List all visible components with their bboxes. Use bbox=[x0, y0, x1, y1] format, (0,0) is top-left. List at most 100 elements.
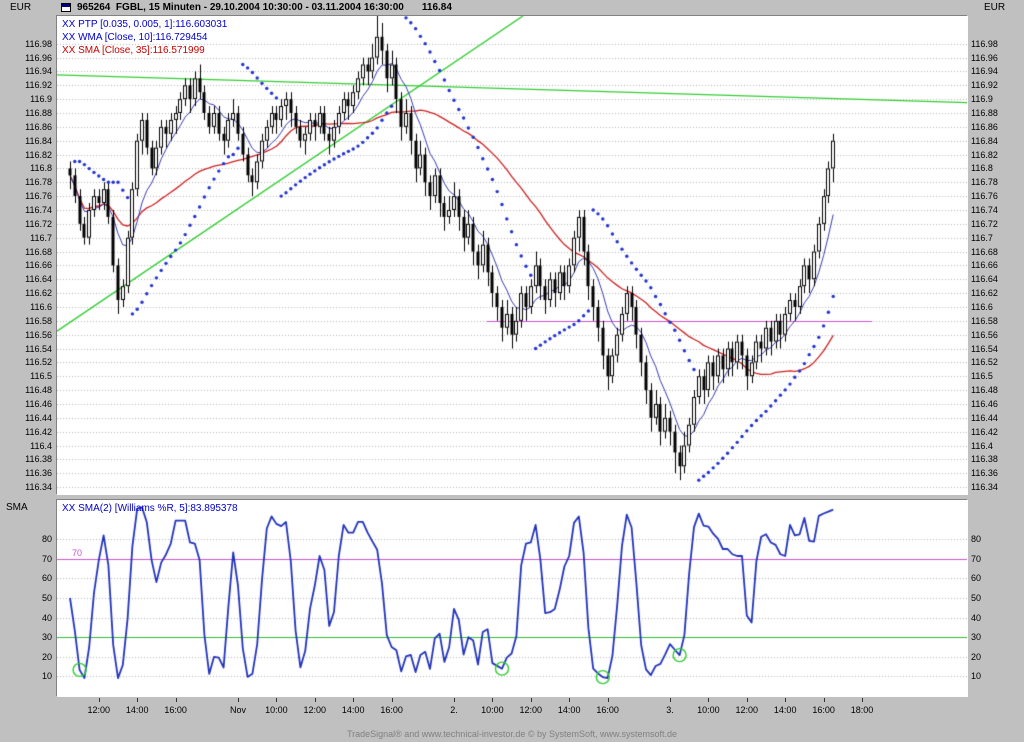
indicator-tick-label: 40 bbox=[971, 612, 982, 623]
time-axis-tick bbox=[530, 698, 532, 702]
price-tick-label: 116.36 bbox=[971, 468, 998, 479]
time-axis-label: 12:00 bbox=[87, 705, 111, 715]
price-tick-label: 116.4 bbox=[30, 440, 52, 451]
left-axis-title: EUR bbox=[10, 2, 32, 13]
main-chart-canvas[interactable] bbox=[57, 16, 967, 494]
price-tick-label: 116.72 bbox=[25, 218, 52, 229]
time-axis-tick bbox=[670, 698, 671, 702]
time-axis-tick bbox=[238, 698, 239, 702]
time-axis-tick bbox=[314, 698, 316, 702]
time-axis-tick bbox=[276, 698, 278, 702]
indicator-tick-label: 70 bbox=[971, 553, 982, 564]
indicator-tick-label: 70 bbox=[41, 553, 52, 564]
price-tick-label: 116.7 bbox=[30, 232, 52, 243]
title-group: 965264 FGBL, 15 Minuten - 29.10.2004 10:… bbox=[61, 1, 452, 14]
indicator-panel-title: SMA bbox=[6, 502, 28, 513]
time-axis-label: 16:00 bbox=[596, 705, 619, 715]
time-axis-tick bbox=[823, 698, 825, 702]
indicator-tick-label: 30 bbox=[971, 632, 982, 643]
price-axis-right: 116.98 116.96 116.94 116.92 116.9 116.88 116.8… bbox=[968, 16, 1024, 494]
price-tick-label: 116.58 bbox=[25, 315, 52, 326]
time-axis-tick bbox=[98, 698, 100, 702]
price-tick-label: 116.62 bbox=[25, 288, 52, 299]
price-tick-label: 116.48 bbox=[25, 385, 52, 396]
price-tick-label: 116.78 bbox=[25, 177, 52, 188]
price-tick-label: 116.42 bbox=[971, 426, 998, 437]
price-tick-label: 116.98 bbox=[971, 38, 998, 49]
time-axis-label: 10:00 bbox=[265, 705, 288, 715]
price-tick-label: 116.66 bbox=[971, 260, 998, 271]
price-tick-label: 116.8 bbox=[971, 163, 993, 174]
time-axis: 12:00 14:00 16:00 Nov 10:00 12:00 14:00 16:00 2.… bbox=[0, 697, 1024, 723]
footer-credits: TradeSignal® and www.technical-investor.… bbox=[346, 729, 678, 739]
chart-window-icon[interactable] bbox=[61, 3, 71, 12]
price-tick-label: 116.74 bbox=[971, 204, 998, 215]
price-tick-label: 116.96 bbox=[971, 52, 998, 63]
price-tick-label: 116.36 bbox=[25, 468, 52, 479]
indicator-tick-label: 50 bbox=[971, 593, 982, 603]
time-axis-tick bbox=[391, 698, 393, 702]
price-tick-label: 116.56 bbox=[25, 329, 52, 340]
price-tick-label: 116.68 bbox=[971, 246, 998, 257]
price-tick-label: 116.98 bbox=[25, 38, 52, 49]
last-price: 116.84 bbox=[421, 2, 452, 13]
price-tick-label: 116.78 bbox=[971, 177, 998, 188]
price-tick-label: 116.82 bbox=[971, 149, 998, 160]
price-tick-label: 116.72 bbox=[971, 218, 998, 229]
price-tick-label: 116.44 bbox=[971, 412, 998, 423]
window-header: EUR 965264 FGBL, 15 Minuten - 29.10.2004… bbox=[0, 0, 1024, 15]
right-axis-title: EUR bbox=[984, 2, 1006, 13]
indicator-label-sma[interactable]: XX SMA [Close, 35]:116.571999 bbox=[62, 45, 205, 56]
indicator-tick-label: 10 bbox=[41, 671, 52, 682]
time-axis-label: 10:00 bbox=[697, 705, 720, 715]
price-tick-label: 116.68 bbox=[25, 246, 52, 257]
time-axis-label: Nov bbox=[229, 705, 247, 715]
price-tick-label: 116.46 bbox=[971, 398, 998, 409]
price-tick-label: 116.52 bbox=[25, 357, 52, 368]
indicator-label-williams[interactable]: XX SMA(2) [Williams %R, 5]:83.895378 bbox=[62, 503, 238, 514]
price-tick-label: 116.44 bbox=[25, 412, 52, 423]
indicator-tick-label: 30 bbox=[41, 632, 52, 643]
time-axis-tick bbox=[454, 698, 455, 702]
price-tick-label: 116.4 bbox=[971, 440, 993, 451]
price-tick-label: 116.96 bbox=[25, 52, 52, 63]
time-axis-tick bbox=[569, 698, 571, 702]
price-tick-label: 116.62 bbox=[971, 288, 998, 299]
indicator-tick-label: 40 bbox=[41, 612, 52, 623]
time-axis-label: 14:00 bbox=[557, 705, 581, 715]
price-tick-label: 116.34 bbox=[25, 482, 52, 493]
price-tick-label: 116.42 bbox=[25, 426, 52, 437]
price-tick-label: 116.54 bbox=[25, 343, 52, 354]
price-tick-label: 116.9 bbox=[971, 94, 993, 105]
price-tick-label: 116.88 bbox=[25, 107, 52, 118]
time-axis-tick bbox=[785, 698, 787, 702]
price-tick-label: 116.6 bbox=[971, 301, 993, 312]
price-tick-label: 116.94 bbox=[25, 66, 52, 77]
indicator-chart-canvas[interactable] bbox=[57, 500, 967, 696]
price-tick-label: 116.84 bbox=[971, 135, 998, 146]
time-axis-label: 2. bbox=[450, 705, 458, 715]
time-axis-label: 14:00 bbox=[125, 705, 149, 715]
time-axis-label: 16:00 bbox=[164, 705, 187, 715]
price-tick-label: 116.52 bbox=[971, 357, 998, 368]
price-tick-label: 116.9 bbox=[30, 94, 52, 105]
time-axis-label: 16:00 bbox=[380, 705, 403, 715]
price-tick-label: 116.76 bbox=[971, 191, 998, 202]
price-tick-label: 116.64 bbox=[25, 274, 52, 285]
price-tick-label: 116.34 bbox=[971, 482, 998, 493]
price-tick-label: 116.86 bbox=[25, 121, 52, 132]
time-axis-label: 14:00 bbox=[773, 705, 797, 715]
price-tick-label: 116.64 bbox=[971, 274, 998, 285]
main-price-panel: XX PTP [0.035, 0.005, 1]:116.603031 XX W… bbox=[56, 15, 968, 495]
time-axis-label: 16:00 bbox=[812, 705, 835, 715]
price-tick-label: 116.58 bbox=[971, 315, 998, 326]
indicator-tick-label: 80 bbox=[971, 534, 982, 545]
price-tick-label: 116.54 bbox=[971, 343, 998, 354]
indicator-label-wma[interactable]: XX WMA [Close, 10]:116.729454 bbox=[62, 32, 208, 43]
price-tick-label: 116.92 bbox=[25, 80, 52, 91]
price-axis-left: 116.98 116.96 116.94 116.92 116.9 116.88 116.8… bbox=[0, 16, 56, 494]
time-axis-tick bbox=[137, 698, 139, 702]
indicator-label-ptp[interactable]: XX PTP [0.035, 0.005, 1]:116.603031 bbox=[62, 19, 228, 30]
price-tick-label: 116.84 bbox=[25, 135, 52, 146]
price-tick-label: 116.7 bbox=[971, 232, 993, 243]
